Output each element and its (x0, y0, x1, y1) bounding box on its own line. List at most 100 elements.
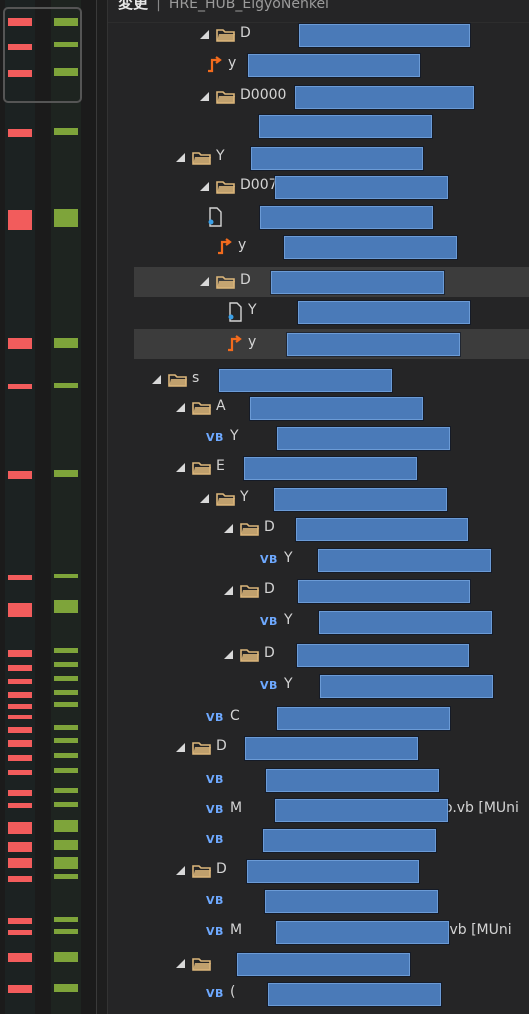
tree-item-label: Y (240, 489, 249, 505)
tree-row[interactable] (134, 111, 529, 141)
tree-row[interactable]: VB (134, 765, 529, 795)
tree-item-suffix: o.vb [MUni (444, 800, 519, 816)
tree-row[interactable]: Y (134, 143, 529, 173)
tree-row[interactable]: VB Y (134, 423, 529, 453)
tree-row[interactable]: D0000 (134, 82, 529, 112)
tree-item-label: D (216, 861, 227, 877)
removed-marker (8, 858, 32, 868)
tree-row[interactable]: D0075 (134, 172, 529, 202)
added-marker (54, 662, 78, 667)
expand-chevron-icon[interactable] (176, 866, 185, 875)
tree-row[interactable]: Y (134, 484, 529, 514)
tree-row[interactable]: D (134, 856, 529, 886)
added-marker (54, 648, 78, 653)
added-marker (54, 874, 78, 879)
tree-row[interactable]: D (134, 514, 529, 544)
removed-marker (8, 953, 32, 962)
tree-row[interactable]: Y (134, 297, 529, 327)
tree-item-label: D0075 (240, 177, 287, 193)
redaction-box (260, 206, 433, 229)
tree-item-label: E (216, 458, 225, 474)
diff-minimap[interactable] (0, 0, 96, 1014)
vb-file-icon: VB (206, 894, 224, 907)
tree-row[interactable]: y (134, 329, 529, 359)
panel-subtitle: HRE_HUB_EigyoNenkei (168, 0, 329, 12)
added-marker (54, 802, 78, 807)
redaction-box (284, 236, 457, 259)
tree-row[interactable]: D (134, 20, 529, 50)
expand-chevron-icon[interactable] (176, 153, 185, 162)
tree-row[interactable]: VB Y (134, 607, 529, 637)
expand-chevron-icon[interactable] (200, 277, 209, 286)
vb-file-icon: VB (206, 431, 224, 444)
tree-row[interactable]: D (134, 640, 529, 670)
redaction-box (250, 397, 423, 420)
expand-chevron-icon[interactable] (176, 463, 185, 472)
expand-chevron-icon[interactable] (224, 586, 233, 595)
expand-chevron-icon[interactable] (200, 182, 209, 191)
minimap-added-lane (51, 0, 81, 1014)
folder-icon (240, 585, 259, 598)
tree-row[interactable]: D (134, 733, 529, 763)
panel-divider[interactable] (96, 0, 97, 1014)
redaction-box (263, 829, 436, 852)
redaction-box (248, 54, 420, 77)
header-divider (108, 22, 529, 23)
minimap-viewport-indicator[interactable] (3, 7, 82, 103)
expand-chevron-icon[interactable] (152, 375, 161, 384)
added-marker (54, 383, 78, 388)
tree-item-label: Y (284, 676, 293, 692)
expand-chevron-icon[interactable] (176, 743, 185, 752)
tree-row[interactable]: E (134, 453, 529, 483)
tree-row[interactable]: VB (134, 825, 529, 855)
tree-row[interactable]: VB (134, 886, 529, 916)
vb-file-icon: VB (206, 833, 224, 846)
expand-chevron-icon[interactable] (200, 30, 209, 39)
tree-row[interactable] (134, 949, 529, 979)
tree-row[interactable] (134, 202, 529, 232)
tree-item-label: M (230, 800, 243, 816)
tree-item-label: Y (248, 302, 257, 318)
expand-chevron-icon[interactable] (224, 650, 233, 659)
redaction-box (320, 675, 493, 698)
tree-row[interactable]: D (134, 576, 529, 606)
removed-marker (8, 704, 32, 709)
tree-item-label: D (216, 738, 227, 754)
folder-icon (168, 374, 187, 387)
expand-chevron-icon[interactable] (200, 92, 209, 101)
tree-row[interactable]: s (134, 365, 529, 395)
added-marker (54, 857, 78, 869)
tree-item-label: C (230, 708, 240, 724)
tree-item-label: ( (230, 984, 236, 1000)
folder-icon (192, 402, 211, 415)
expand-chevron-icon[interactable] (200, 494, 209, 503)
redaction-box (271, 271, 444, 294)
tree-row[interactable]: VB C (134, 703, 529, 733)
folder-icon (216, 276, 235, 289)
removed-marker (8, 338, 32, 349)
vb-file-icon: VB (206, 925, 224, 938)
tree-row[interactable]: VB Y (134, 545, 529, 575)
tree-row[interactable]: A (134, 393, 529, 423)
expand-chevron-icon[interactable] (176, 403, 185, 412)
removed-marker (8, 18, 32, 26)
tree-row[interactable]: y (134, 50, 529, 80)
redaction-box (259, 115, 432, 138)
added-marker (54, 676, 78, 681)
tree-row[interactable]: D (134, 267, 529, 297)
folder-icon (240, 523, 259, 536)
added-marker (54, 738, 78, 743)
tree-row[interactable]: VB Y (134, 671, 529, 701)
tree-row[interactable]: VB M .vb [MUni (134, 917, 529, 947)
folder-icon (192, 462, 211, 475)
tree-item-label: D (264, 519, 275, 535)
expand-chevron-icon[interactable] (176, 959, 185, 968)
tree-row[interactable]: VB ( (134, 979, 529, 1009)
tree-item-label: D (240, 25, 251, 41)
redaction-box (277, 707, 450, 730)
expand-chevron-icon[interactable] (224, 524, 233, 533)
tree-row[interactable]: y (134, 232, 529, 262)
removed-marker (8, 755, 32, 761)
redaction-box (287, 333, 460, 356)
